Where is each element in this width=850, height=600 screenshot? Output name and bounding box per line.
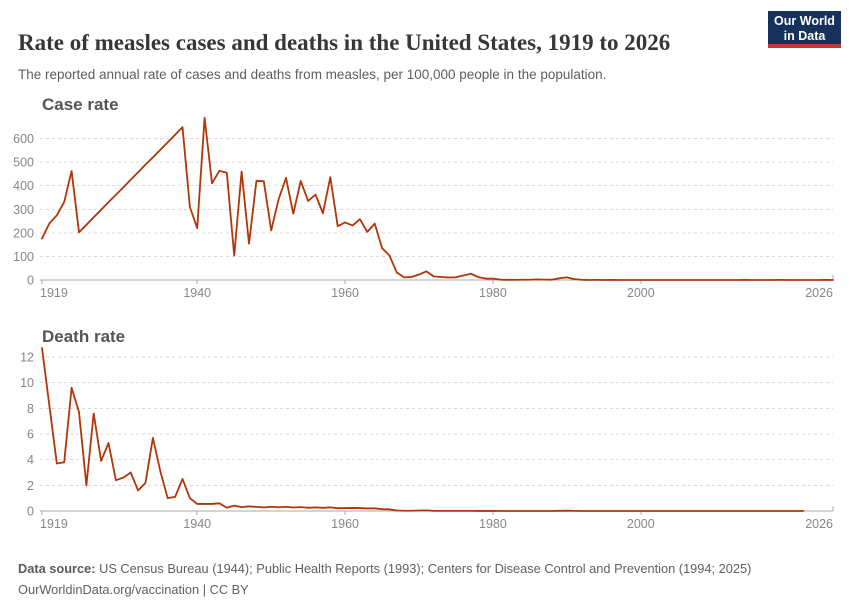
data-source-label: Data source: (18, 560, 96, 576)
case-rate-line (41, 116, 834, 281)
x-tick-label: 2026 (805, 286, 833, 300)
y-tick-label: 2 (27, 479, 34, 493)
owid-logo-line1: Our World (774, 14, 835, 28)
y-tick-label: 4 (27, 453, 34, 467)
x-tick-label: 1919 (40, 286, 68, 300)
y-tick-label: 10 (20, 376, 34, 390)
y-tick-label: 12 (20, 351, 34, 365)
y-tick-label: 0 (27, 505, 34, 519)
page-title: Rate of measles cases and deaths in the … (18, 30, 671, 56)
death-rate-svg: 0 2 4 6 8 10 12 1919 1940 1960 1980 2000 2026 (20, 347, 834, 531)
owid-logo-line2: in Data (783, 29, 826, 43)
license-label: | CC BY (202, 581, 249, 597)
chart-title-death-rate: Death rate (42, 327, 126, 347)
y-tick-label: 600 (13, 132, 34, 146)
owid-url-link[interactable]: OurWorldinData.org/vaccination (18, 581, 200, 597)
data-source-list: US Census Bureau (1944); Public Health R… (99, 560, 752, 576)
footer-data-source: Data source: US Census Bureau (1944); Pu… (18, 561, 818, 577)
x-tick-label: 1919 (40, 517, 68, 531)
y-tick-label: 400 (13, 179, 34, 193)
x-tick-label: 1980 (479, 517, 507, 531)
x-tick-label: 1960 (331, 517, 359, 531)
x-tick-label: 2026 (805, 517, 833, 531)
x-tick-label: 1960 (331, 286, 359, 300)
death-rate-chart: 0 2 4 6 8 10 12 1919 1940 1960 1980 2000 2026 (0, 336, 850, 538)
y-tick-label: 200 (13, 226, 34, 240)
y-tick-label: 100 (13, 250, 34, 264)
page-subtitle: The reported annual rate of cases and de… (18, 66, 607, 82)
chart-title-case-rate: Case rate (42, 95, 119, 115)
y-tick-label: 6 (27, 428, 34, 442)
y-tick-label: 500 (13, 156, 34, 170)
x-tick-label: 1940 (183, 286, 211, 300)
x-tick-label: 2000 (627, 517, 655, 531)
death-rate-line (41, 347, 805, 512)
y-tick-label: 8 (27, 402, 34, 416)
x-tick-label: 1940 (183, 517, 211, 531)
y-tick-label: 300 (13, 203, 34, 217)
footer-attribution: OurWorldinData.org/vaccination | CC BY (18, 582, 818, 598)
case-rate-svg: 0 100 200 300 400 500 600 1919 1940 1960 1980 2000 2… (13, 116, 834, 300)
case-rate-chart: 0 100 200 300 400 500 600 1919 1940 1960 1980 2000 2… (0, 104, 850, 306)
y-tick-label: 0 (27, 274, 34, 288)
owid-logo[interactable]: Our World in Data (768, 11, 841, 48)
x-tick-label: 1980 (479, 286, 507, 300)
x-tick-label: 2000 (627, 286, 655, 300)
